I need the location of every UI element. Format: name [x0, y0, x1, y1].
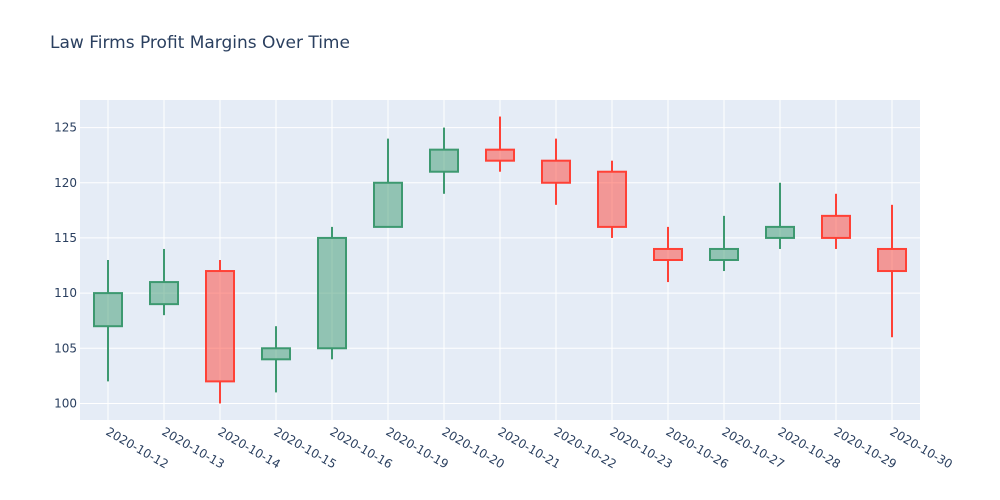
candles: [93, 116, 907, 404]
x-tick-label: 2020-10-12: [104, 424, 171, 471]
y-tick-label: 100: [54, 396, 77, 410]
candle-increasing: [261, 326, 291, 393]
candle-increasing: [93, 260, 123, 382]
candle-body: [597, 170, 627, 228]
candle-body: [653, 247, 683, 261]
candle-decreasing: [877, 204, 907, 338]
candle-body: [541, 159, 571, 184]
y-tick-label: 105: [54, 341, 77, 355]
candle-increasing: [709, 215, 739, 272]
candle-body: [821, 214, 851, 239]
x-tick-label: 2020-10-16: [328, 424, 395, 471]
chart-title: Law Firms Profit Margins Over Time: [50, 33, 350, 53]
x-tick-label: 2020-10-15: [272, 424, 339, 471]
candle-increasing: [373, 138, 403, 228]
x-tick-label: 2020-10-22: [552, 424, 619, 471]
candle-body: [205, 270, 235, 383]
y-tick-label: 115: [54, 231, 77, 245]
candle-body: [429, 148, 459, 173]
x-tick-label: 2020-10-21: [496, 424, 563, 471]
x-tick-label: 2020-10-28: [776, 424, 843, 471]
candle-body: [93, 292, 123, 328]
candle-decreasing: [205, 260, 235, 404]
candle-body: [261, 347, 291, 361]
candle-body: [373, 181, 403, 228]
candle-body: [709, 247, 739, 261]
candle-decreasing: [541, 138, 571, 205]
candle-increasing: [149, 248, 179, 316]
candle-body: [485, 148, 515, 162]
x-tick-label: 2020-10-13: [160, 424, 227, 471]
candle-body: [149, 281, 179, 306]
x-tick-label: 2020-10-23: [608, 424, 675, 471]
candle-increasing: [765, 182, 795, 249]
candle-decreasing: [597, 160, 627, 238]
y-tick-label: 125: [54, 121, 77, 135]
x-tick-label: 2020-10-14: [216, 424, 283, 471]
x-tick-label: 2020-10-30: [888, 424, 955, 471]
y-tick-label: 110: [54, 286, 77, 300]
x-tick-label: 2020-10-20: [440, 424, 507, 471]
x-tick-label: 2020-10-26: [664, 424, 731, 471]
candle-decreasing: [653, 226, 683, 283]
candle-increasing: [429, 127, 459, 194]
candle-body: [765, 225, 795, 239]
candle-body: [317, 236, 347, 350]
y-tick-label: 120: [54, 176, 77, 190]
x-tick-label: 2020-10-29: [832, 424, 899, 471]
y-axis-ticks: 100 105 110 115 120 125: [54, 121, 77, 411]
candle-increasing: [317, 226, 347, 360]
x-axis-ticks: 2020-10-122020-10-132020-10-142020-10-15…: [104, 424, 955, 471]
candle-decreasing: [485, 116, 515, 172]
x-tick-label: 2020-10-27: [720, 424, 787, 471]
x-tick-label: 2020-10-19: [384, 424, 451, 471]
candle-decreasing: [821, 193, 851, 249]
candle-body: [877, 247, 907, 273]
